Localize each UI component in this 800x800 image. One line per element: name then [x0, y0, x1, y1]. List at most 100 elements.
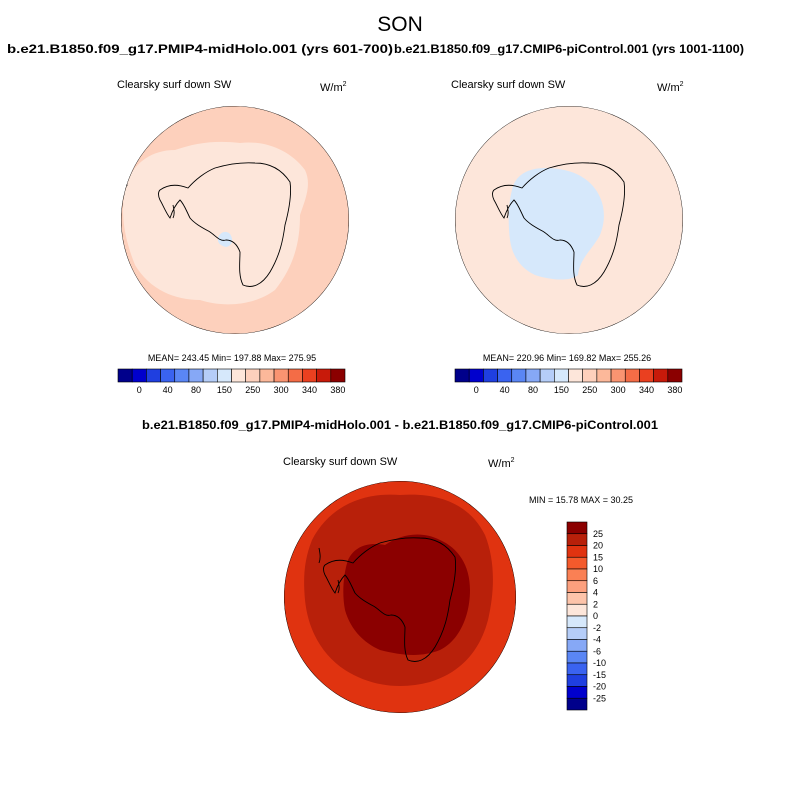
- units-exponent: 2: [343, 81, 347, 88]
- colorbar-diff-tick-label: 10: [593, 564, 603, 574]
- colorbar-midholo-box-10: [259, 368, 275, 383]
- colorbar-midholo-box-8: [231, 368, 246, 383]
- colorbar-midholo-box-2: [146, 368, 161, 383]
- diff-minmax: MIN = 15.78 MAX = 30.25: [529, 495, 633, 505]
- colorbar-picontrol-tick-label: 150: [554, 385, 569, 395]
- map-midholo-small-region: [217, 231, 233, 247]
- units-exponent: 2: [511, 457, 515, 464]
- map-midholo: [121, 106, 349, 334]
- colorbar-picontrol-box-8: [568, 368, 583, 383]
- colorbar-midholo-tick-label: 80: [191, 385, 201, 395]
- colorbar-midholo-tick-label: 150: [217, 385, 232, 395]
- colorbar-midholo-tick-label: 380: [330, 385, 345, 395]
- colorbar-midholo-box-1: [131, 368, 147, 383]
- units-base: W/m: [320, 82, 343, 94]
- panel-picontrol-stats: MEAN= 220.96 Min= 169.82 Max= 255.26: [483, 353, 651, 363]
- colorbar-diff-box-7: [566, 603, 588, 617]
- colorbar-diff-box-6: [566, 592, 588, 605]
- colorbar-midholo-box-3: [160, 368, 176, 383]
- colorbar-diff-box-5: [566, 580, 588, 593]
- colorbar-diff-box-13: [566, 674, 588, 687]
- colorbar-midholo-box-13: [302, 368, 317, 383]
- colorbar-midholo-tick-label: 40: [163, 385, 173, 395]
- panel-difference: b.e21.B1850.f09_g17.PMIP4-midHolo.001 - …: [142, 418, 658, 713]
- colorbar-diff-box-10: [566, 639, 588, 652]
- colorbar-midholo-box-7: [217, 368, 232, 383]
- colorbar-picontrol-box-4: [511, 368, 527, 383]
- colorbar-picontrol-box-15: [667, 368, 683, 383]
- colorbar-midholo-tick-label: 300: [274, 385, 289, 395]
- panel-picontrol-units: W/m2: [657, 81, 684, 94]
- colorbar-diff-box-12: [566, 662, 588, 676]
- map-picontrol: [455, 106, 683, 334]
- colorbar-diff-tick-label: 25: [593, 529, 603, 539]
- diff-units: W/m2: [488, 457, 515, 470]
- units-base: W/m: [488, 458, 511, 470]
- colorbar-midholo-box-15: [330, 368, 346, 383]
- colorbar-picontrol-tick-label: 250: [582, 385, 597, 395]
- colorbar-midholo-box-0: [117, 368, 133, 383]
- diff-title: b.e21.B1850.f09_g17.PMIP4-midHolo.001 - …: [142, 418, 658, 432]
- map-diff-coastline: [318, 537, 457, 662]
- colorbar-picontrol-tick-label: 80: [528, 385, 538, 395]
- colorbar-midholo-box-6: [202, 368, 218, 383]
- colorbar-picontrol-box-11: [610, 368, 626, 383]
- colorbar-midholo-tick-label: 250: [245, 385, 260, 395]
- colorbar-diff-box-2: [566, 545, 588, 558]
- colorbar-diff-tick-label: 0: [593, 611, 598, 621]
- panel-midholo-stats: MEAN= 243.45 Min= 197.88 Max= 275.95: [148, 353, 316, 363]
- colorbar-diff-tick-label: -25: [593, 693, 606, 703]
- units-exponent: 2: [680, 81, 684, 88]
- colorbar-picontrol-box-3: [497, 368, 513, 383]
- colorbar-picontrol: 0 40 80 150 250 300 340 380: [454, 368, 683, 395]
- colorbar-midholo-box-5: [188, 368, 204, 383]
- colorbar-picontrol-box-6: [539, 368, 555, 383]
- colorbar-picontrol-tick-label: 380: [667, 385, 682, 395]
- colorbar-picontrol-tick-label: 300: [611, 385, 626, 395]
- colorbar-picontrol-tick-label: 0: [474, 385, 479, 395]
- panel-picontrol-title: b.e21.B1850.f09_g17.CMIP6-piControl.001 …: [394, 42, 744, 56]
- colorbar-diff-box-3: [566, 556, 588, 570]
- colorbar-midholo-box-14: [316, 368, 332, 383]
- colorbar-picontrol-box-1: [468, 368, 484, 383]
- colorbar-diff-box-9: [566, 627, 588, 640]
- colorbar-picontrol-tick-label: 40: [500, 385, 510, 395]
- colorbar-picontrol-box-7: [554, 368, 569, 383]
- colorbar-picontrol-box-2: [483, 368, 498, 383]
- map-midholo-inner-fill: [123, 141, 308, 305]
- colorbar-midholo-box-4: [174, 368, 190, 383]
- colorbar-diff-tick-label: -6: [593, 646, 601, 656]
- colorbar-diff-tick-label: 15: [593, 552, 603, 562]
- colorbar-diff-box-0: [566, 521, 588, 535]
- colorbar-picontrol-box-12: [624, 368, 640, 383]
- map-difference: [284, 481, 516, 713]
- colorbar-diff-tick-label: -2: [593, 623, 601, 633]
- panel-midholo-variable: Clearsky surf down SW: [117, 79, 232, 91]
- colorbar-midholo-box-9: [245, 368, 261, 383]
- colorbar-diff-box-15: [566, 697, 588, 711]
- colorbar-diff-tick-label: -10: [593, 658, 606, 668]
- colorbar-diff-tick-label: -4: [593, 635, 601, 645]
- page-title: SON: [377, 13, 423, 36]
- panel-picontrol-variable: Clearsky surf down SW: [451, 79, 566, 91]
- colorbar-midholo-box-11: [273, 368, 289, 383]
- colorbar-diff-box-14: [566, 686, 588, 699]
- colorbar-midholo-tick-label: 0: [137, 385, 142, 395]
- colorbar-diff-box-4: [566, 568, 588, 582]
- colorbar-diff-tick-label: 4: [593, 588, 598, 598]
- colorbar-diff-box-1: [566, 533, 588, 546]
- colorbar-diff-tick-label: 2: [593, 599, 598, 609]
- colorbar-diff-box-8: [566, 615, 588, 629]
- panel-midholo-title: b.e21.B1850.f09_g17.PMIP4-midHolo.001 (y…: [7, 42, 393, 56]
- panel-midholo-units: W/m2: [320, 81, 347, 94]
- colorbar-picontrol-box-13: [639, 368, 654, 383]
- colorbar-picontrol-box-14: [653, 368, 669, 383]
- colorbar-picontrol-box-5: [525, 368, 541, 383]
- colorbar-picontrol-box-10: [596, 368, 612, 383]
- map-diff-inner-fill: [343, 534, 470, 655]
- colorbar-picontrol-tick-label: 340: [639, 385, 654, 395]
- colorbar-diff-box-11: [566, 650, 588, 664]
- colorbar-midholo-tick-label: 340: [302, 385, 317, 395]
